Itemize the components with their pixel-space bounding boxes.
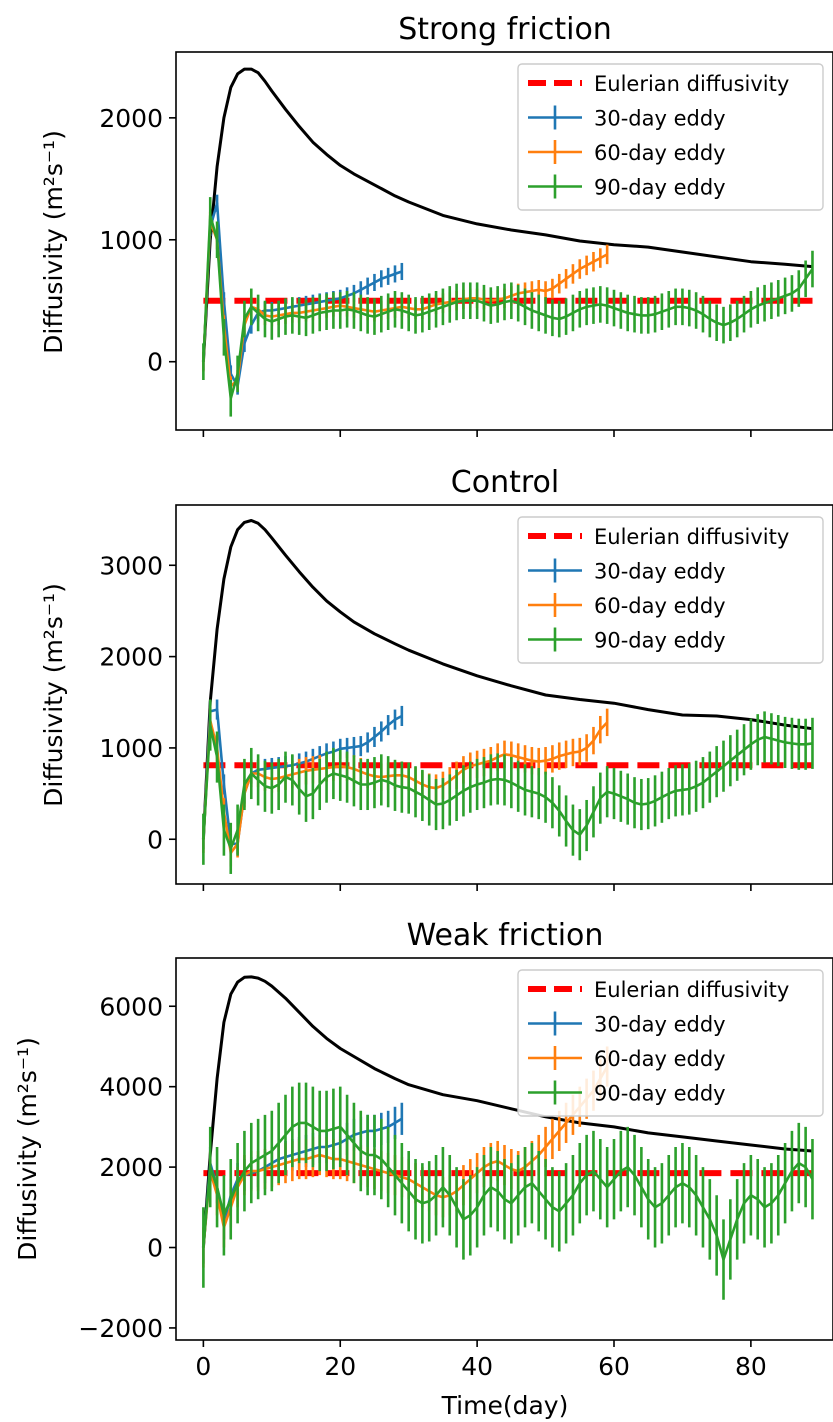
legend-item: 30-day eddy	[528, 1011, 726, 1037]
series-30-day-eddy	[202, 194, 404, 395]
series-reference-line	[201, 975, 813, 1248]
legend-item: Eulerian diffusivity	[528, 72, 789, 96]
legend-label: 60-day eddy	[594, 594, 726, 618]
x-tick-label: 0	[195, 1352, 211, 1381]
legend-frame	[517, 63, 824, 211]
legend-item: 90-day eddy	[528, 627, 726, 653]
legend-label: 60-day eddy	[594, 1047, 726, 1071]
y-axis-label: Diffusivity (m²s⁻¹)	[39, 130, 68, 354]
panel-title: Weak friction	[407, 918, 604, 953]
legend: Eulerian diffusivity 30-day eddy 60-day ed…	[517, 969, 824, 1117]
legend-label: 30-day eddy	[594, 560, 726, 584]
legend-item: 60-day eddy	[528, 1046, 726, 1071]
legend-item: 30-day eddy	[528, 105, 726, 131]
plot-area: 0 1000 2000 Eulerian diffusivity 30-day eddy…	[99, 51, 833, 437]
axes-frame	[175, 957, 833, 1341]
y-axis-label: Diffusivity (m²s⁻¹)	[39, 583, 68, 807]
x-tick-label: 80	[735, 1352, 767, 1381]
legend-item: 30-day eddy	[528, 558, 726, 584]
series-line	[201, 519, 813, 840]
y-tick-label: 1000	[99, 226, 163, 255]
x-tick-label: 40	[461, 1352, 493, 1381]
legend-label: 90-day eddy	[594, 176, 726, 200]
legend-label: Eulerian diffusivity	[594, 525, 789, 549]
series-line	[202, 723, 813, 850]
legend-frame	[517, 969, 824, 1117]
series-line	[202, 1121, 814, 1261]
y-tick-label: 2000	[99, 1153, 163, 1182]
series-line	[201, 975, 813, 1248]
legend-item: 60-day eddy	[528, 593, 726, 618]
legend-frame	[517, 516, 824, 664]
series-line	[202, 201, 403, 388]
data-layer	[201, 67, 814, 417]
y-tick-label: 0	[147, 825, 163, 854]
legend-item: Eulerian diffusivity	[528, 525, 789, 549]
series-90-day-eddy	[202, 699, 814, 874]
series-line	[201, 67, 813, 362]
panel-weak-friction: Weak friction −2000 0 2000 4000 6000 0 20 40 60 8…	[13, 918, 833, 1420]
x-axis-label: Time(day)	[441, 1391, 569, 1420]
panel-strong-friction: Strong friction 0 1000 2000 Eulerian diffus…	[39, 12, 833, 437]
y-tick-label: 2000	[99, 643, 163, 672]
y-tick-label: 3000	[99, 551, 163, 580]
data-layer	[201, 975, 814, 1300]
plot-area: 0 1000 2000 3000 Eulerian diffusivity 30-day …	[99, 504, 833, 891]
x-tick-label: 20	[324, 1352, 356, 1381]
plot-area: −2000 0 2000 4000 6000 0 20 40 60 80 Eulerian diff…	[78, 957, 833, 1381]
legend: Eulerian diffusivity 30-day eddy 60-day ed…	[517, 63, 824, 211]
legend-label: Eulerian diffusivity	[594, 72, 789, 96]
y-tick-label: 1000	[99, 734, 163, 763]
legend-item: 90-day eddy	[528, 1080, 726, 1106]
series-30-day-eddy	[202, 1102, 404, 1264]
series-reference-line	[201, 519, 813, 840]
panel-control: Control 0 1000 2000 3000 Eulerian diffusivit…	[39, 465, 833, 891]
legend-label: 30-day eddy	[594, 107, 726, 131]
legend-label: 90-day eddy	[594, 1082, 726, 1106]
panel-title: Control	[451, 465, 559, 500]
series-90-day-eddy	[202, 1082, 814, 1300]
legend: Eulerian diffusivity 30-day eddy 60-day ed…	[517, 516, 824, 664]
y-tick-label: 2000	[99, 104, 163, 133]
legend-label: 30-day eddy	[594, 1013, 726, 1037]
legend-label: 60-day eddy	[594, 141, 726, 165]
y-tick-label: 6000	[99, 992, 163, 1021]
y-tick-label: −2000	[78, 1314, 163, 1343]
series-line	[202, 214, 814, 400]
legend-item: 60-day eddy	[528, 140, 726, 165]
data-layer	[201, 519, 814, 874]
axes-frame	[175, 51, 833, 431]
legend-item: 90-day eddy	[528, 174, 726, 200]
y-tick-label: 4000	[99, 1073, 163, 1102]
series-line	[202, 1117, 403, 1248]
y-axis-label: Diffusivity (m²s⁻¹)	[13, 1037, 42, 1261]
axes-frame	[175, 504, 833, 885]
series-reference-line	[201, 67, 813, 362]
series-90-day-eddy	[202, 197, 814, 417]
x-tick-label: 60	[598, 1352, 630, 1381]
legend-label: Eulerian diffusivity	[594, 978, 789, 1002]
panel-title: Strong friction	[398, 12, 612, 47]
y-tick-label: 0	[147, 1234, 163, 1263]
y-tick-label: 0	[147, 348, 163, 377]
legend-item: Eulerian diffusivity	[528, 978, 789, 1002]
legend-label: 90-day eddy	[594, 629, 726, 653]
